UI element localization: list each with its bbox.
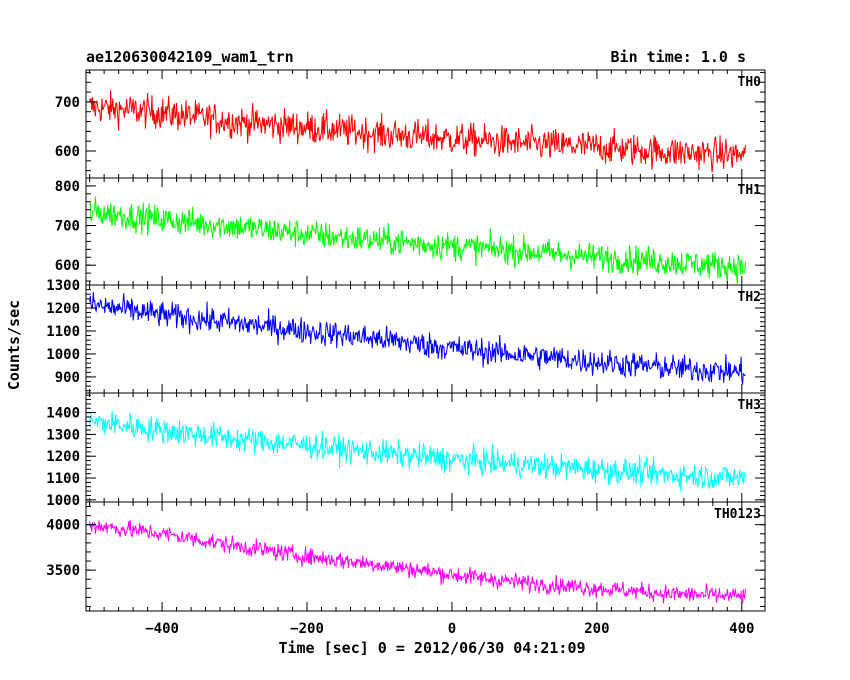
y-tick-label: 1300 — [46, 427, 80, 443]
panel-th0: 600 700 TH0 — [55, 69, 766, 179]
y-tick-label: 4000 — [46, 518, 80, 534]
panels-group: 600 700 TH0 600 700 800 TH1 900 1000 1100 1200 1300… — [46, 69, 766, 637]
y-tick-label: 700 — [55, 95, 80, 111]
panel-label-th3: TH3 — [738, 398, 761, 413]
y-tick-label: 700 — [55, 219, 80, 235]
panel-th3: 1000 1100 1200 1300 1400 TH3 — [46, 392, 766, 509]
y-tick-label: 600 — [55, 258, 80, 274]
x-tick-label: −400 — [145, 621, 179, 637]
y-tick-label: 1000 — [46, 493, 80, 509]
chart-title: ae120630042109_wam1_trn — [86, 48, 294, 66]
y-tick-label: 1100 — [46, 471, 80, 487]
y-tick-label: 1300 — [46, 278, 80, 294]
y-axis-label: Counts/sec — [5, 300, 23, 390]
panel-th1: 600 700 800 TH1 — [55, 177, 766, 286]
y-tick-label: 900 — [55, 370, 80, 386]
panel-label-th0: TH0 — [738, 75, 762, 90]
bin-time-label: Bin time: 1.0 s — [611, 48, 746, 66]
panel-frame — [85, 392, 766, 503]
panel-th0123: 3500 4000 TH0123 — [46, 501, 766, 612]
panel-frame — [85, 501, 766, 612]
panel-label-th1: TH1 — [738, 183, 762, 198]
series-line-th0 — [89, 89, 746, 173]
x-tick-label: −200 — [290, 621, 324, 637]
series-line-th2 — [89, 291, 746, 385]
series-line-th3 — [89, 410, 746, 493]
y-tick-label: 600 — [55, 144, 80, 160]
panel-th2: 900 1000 1100 1200 1300 TH2 — [46, 278, 766, 394]
y-tick-label: 1200 — [46, 449, 80, 465]
panel-frame — [85, 69, 766, 179]
panel-label-th0123: TH0123 — [714, 507, 761, 522]
x-tick-label: 400 — [729, 621, 754, 637]
series-line-th1 — [89, 196, 746, 285]
x-axis-label: Time [sec] 0 = 2012/06/30 04:21:09 — [278, 639, 585, 657]
series-line-th0123 — [89, 519, 746, 604]
panel-label-th2: TH2 — [738, 290, 761, 305]
y-tick-label: 1100 — [46, 324, 80, 340]
x-tick-label: 200 — [584, 621, 609, 637]
y-tick-label: 3500 — [46, 563, 80, 579]
x-tick-label: 0 — [448, 621, 456, 637]
y-tick-label: 1200 — [46, 301, 80, 317]
y-tick-label: 1000 — [46, 347, 80, 363]
y-tick-label: 800 — [55, 179, 80, 195]
y-tick-label: 1400 — [46, 406, 80, 422]
